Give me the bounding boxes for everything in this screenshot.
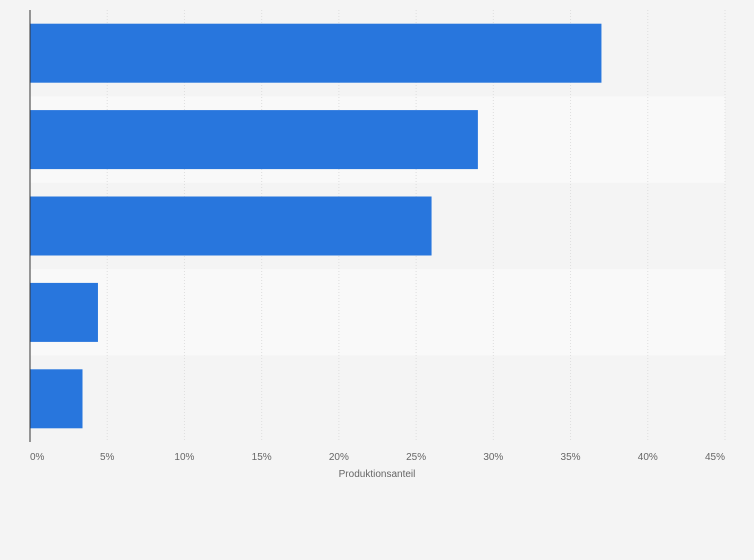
x-tick-label: 10% (174, 452, 194, 463)
x-tick-labels: 0% 5% 10% 15% 20% 25% 30% 35% 40% 45% (30, 452, 725, 463)
x-tick-label: 30% (483, 452, 503, 463)
bar (30, 110, 478, 170)
x-tick-label: 20% (329, 452, 349, 463)
x-tick-label: 40% (638, 452, 658, 463)
row-band (30, 269, 725, 356)
bar (30, 23, 602, 83)
bar (30, 282, 98, 342)
x-tick-label: 15% (252, 452, 272, 463)
x-axis-title: Produktionsanteil (339, 469, 416, 480)
bar (30, 369, 83, 429)
x-tick-label: 0% (30, 452, 45, 463)
bar (30, 196, 432, 256)
row-band (30, 355, 725, 442)
x-tick-label: 25% (406, 452, 426, 463)
x-tick-label: 5% (100, 452, 115, 463)
x-tick-label: 45% (705, 452, 725, 463)
bars (30, 23, 602, 429)
x-tick-label: 35% (561, 452, 581, 463)
